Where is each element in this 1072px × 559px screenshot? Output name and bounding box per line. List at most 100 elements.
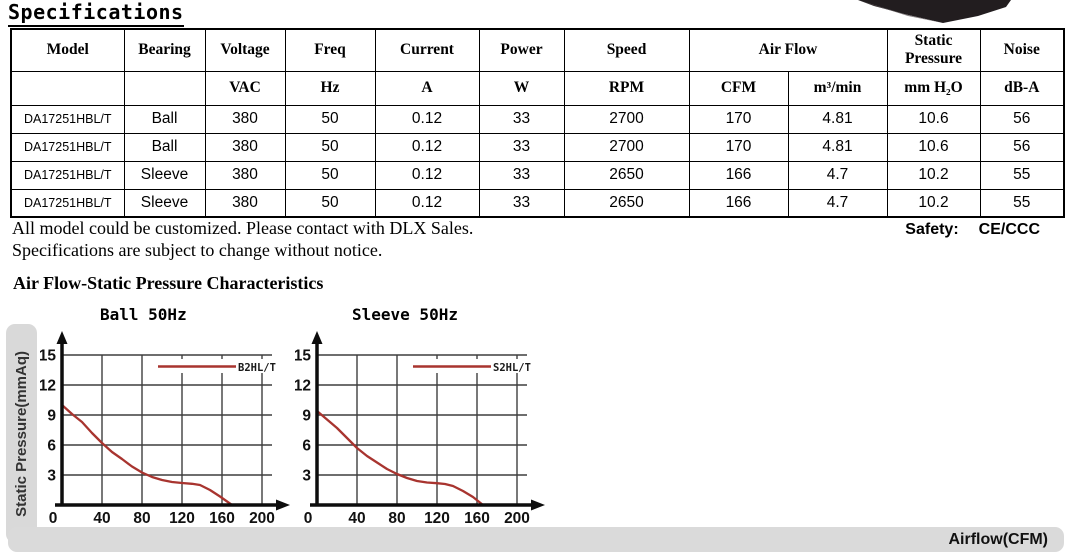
cell-m3-min: 4.81 xyxy=(787,104,888,134)
cell-cfm: 166 xyxy=(688,160,789,190)
cell-model: DA17251HBL/T xyxy=(10,104,125,134)
cell-power: 33 xyxy=(478,188,565,218)
cell-current: 0.12 xyxy=(374,188,480,218)
cell-cfm: 170 xyxy=(688,132,789,162)
cell-m3-min: 4.81 xyxy=(787,132,888,162)
col-header-air-flow: Air Flow xyxy=(688,28,888,72)
note-line-2: Specifications are subject to change wit… xyxy=(12,240,383,260)
y-axis-label-band: Static Pressure(mmAq) xyxy=(6,324,37,543)
svg-text:80: 80 xyxy=(388,510,405,527)
svg-text:40: 40 xyxy=(348,510,365,527)
svg-text:160: 160 xyxy=(464,510,490,527)
cell-cfm: 166 xyxy=(688,188,789,218)
cell-static-pressure: 10.2 xyxy=(886,188,981,218)
table-row: DA17251HBL/T Ball 380 50 0.12 33 2700 170 4.81 10… xyxy=(10,132,1065,162)
cell-speed: 2650 xyxy=(563,188,690,218)
fan-body-shape xyxy=(858,0,1011,23)
cell-m3-min: 4.7 xyxy=(787,188,888,218)
svg-text:12: 12 xyxy=(40,378,56,395)
chart-title-ball: Ball 50Hz xyxy=(100,305,187,324)
cell-freq: 50 xyxy=(284,188,376,218)
col-header-speed: Speed xyxy=(563,28,690,72)
cell-bearing: Sleeve xyxy=(123,160,206,190)
svg-text:3: 3 xyxy=(302,468,311,485)
cell-voltage: 380 xyxy=(204,160,286,190)
col-header-freq: Freq xyxy=(284,28,376,72)
svg-text:3: 3 xyxy=(47,468,56,485)
cell-power: 33 xyxy=(478,104,565,134)
safety-info: Safety: CE/CCC xyxy=(905,221,1040,239)
cell-noise: 56 xyxy=(979,104,1065,134)
cell-freq: 50 xyxy=(284,104,376,134)
col-header-power: Power xyxy=(478,28,565,72)
note-line-1: All model could be customized. Please co… xyxy=(12,218,474,238)
svg-text:160: 160 xyxy=(209,510,235,527)
cell-static-pressure: 10.6 xyxy=(886,104,981,134)
unit-speed: RPM xyxy=(563,70,690,106)
unit-noise: dB-A xyxy=(979,70,1065,106)
table-units-row: VAC Hz A W RPM CFM m³/min mm H₂O dB-A xyxy=(10,70,1065,106)
svg-text:200: 200 xyxy=(504,510,530,527)
cell-current: 0.12 xyxy=(374,160,480,190)
cell-voltage: 380 xyxy=(204,188,286,218)
x-axis-label: Airflow(CFM) xyxy=(948,531,1048,548)
svg-text:15: 15 xyxy=(40,348,56,365)
page-title: Specifications xyxy=(8,0,184,27)
safety-label: Safety: xyxy=(905,221,959,238)
svg-text:S2HL/T: S2HL/T xyxy=(493,362,531,374)
svg-text:9: 9 xyxy=(47,408,56,425)
svg-text:9: 9 xyxy=(302,408,311,425)
col-header-static-pressure: Static Pressure xyxy=(886,28,981,72)
chart-sleeve-50hz: S2HL/T 0 40 80 120 160 200 3 6 9 12 15 xyxy=(294,330,550,527)
table-row: DA17251HBL/T Sleeve 380 50 0.12 33 2650 166 4.7 1… xyxy=(10,160,1065,190)
svg-text:15: 15 xyxy=(295,348,311,365)
svg-text:6: 6 xyxy=(302,438,311,455)
cell-current: 0.12 xyxy=(374,104,480,134)
cell-static-pressure: 10.2 xyxy=(886,160,981,190)
chart-title-sleeve: Sleeve 50Hz xyxy=(352,305,458,324)
cell-current: 0.12 xyxy=(374,132,480,162)
svg-text:0: 0 xyxy=(49,510,58,527)
cell-noise: 55 xyxy=(979,160,1065,190)
table-header-row: Model Bearing Voltage Freq Current Power… xyxy=(10,28,1065,72)
unit-bearing xyxy=(123,70,206,106)
unit-power: W xyxy=(478,70,565,106)
col-header-model: Model xyxy=(10,28,125,72)
cell-speed: 2650 xyxy=(563,160,690,190)
svg-text:0: 0 xyxy=(304,510,313,527)
svg-text:80: 80 xyxy=(133,510,150,527)
y-axis-label: Static Pressure(mmAq) xyxy=(13,350,30,517)
cell-freq: 50 xyxy=(284,132,376,162)
unit-model xyxy=(10,70,125,106)
unit-m3-min: m³/min xyxy=(787,70,888,106)
table-row: DA17251HBL/T Ball 380 50 0.12 33 2700 170 4.81 10… xyxy=(10,104,1065,134)
unit-current: A xyxy=(374,70,480,106)
unit-static-pressure: mm H₂O xyxy=(886,70,981,106)
cell-m3-min: 4.7 xyxy=(787,160,888,190)
specifications-table: Model Bearing Voltage Freq Current Power… xyxy=(10,28,1066,218)
unit-freq: Hz xyxy=(284,70,376,106)
cell-model: DA17251HBL/T xyxy=(10,132,125,162)
unit-cfm: CFM xyxy=(688,70,789,106)
x-axis-label-band: Airflow(CFM) xyxy=(8,527,1064,552)
svg-text:B2HL/T: B2HL/T xyxy=(238,362,276,374)
svg-text:120: 120 xyxy=(169,510,195,527)
col-header-noise: Noise xyxy=(979,28,1065,72)
cell-bearing: Ball xyxy=(123,132,206,162)
svg-text:120: 120 xyxy=(424,510,450,527)
table-body: DA17251HBL/T Ball 380 50 0.12 33 2700 170 4.81 10… xyxy=(10,104,1065,218)
cell-voltage: 380 xyxy=(204,132,286,162)
cell-noise: 55 xyxy=(979,188,1065,218)
cell-bearing: Sleeve xyxy=(123,188,206,218)
unit-voltage: VAC xyxy=(204,70,286,106)
cell-cfm: 170 xyxy=(688,104,789,134)
cell-noise: 56 xyxy=(979,132,1065,162)
svg-text:6: 6 xyxy=(47,438,56,455)
cell-power: 33 xyxy=(478,160,565,190)
fan-corner-image xyxy=(858,0,1011,23)
chart-ball-50hz: B2HL/T 0 40 80 120 160 200 3 6 9 12 15 xyxy=(39,330,295,527)
section-heading: Air Flow-Static Pressure Characteristics xyxy=(13,273,324,293)
col-header-voltage: Voltage xyxy=(204,28,286,72)
svg-text:12: 12 xyxy=(295,378,311,395)
